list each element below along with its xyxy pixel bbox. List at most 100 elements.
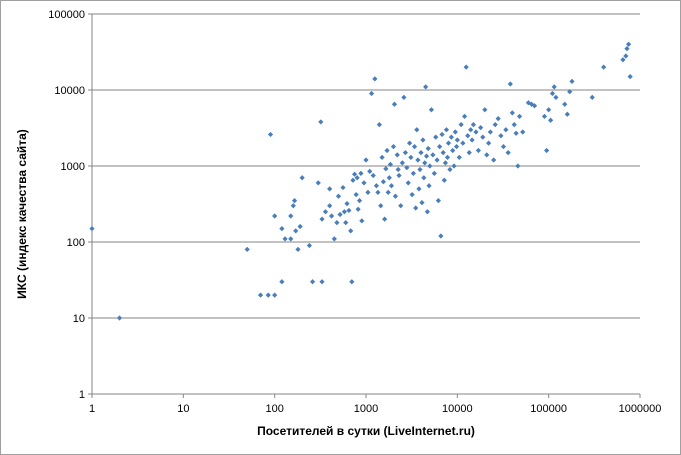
x-tick-label: 100000 bbox=[530, 403, 567, 415]
data-point bbox=[516, 113, 523, 119]
data-point bbox=[441, 177, 447, 183]
data-point bbox=[498, 133, 504, 139]
data-point bbox=[404, 165, 410, 171]
data-point bbox=[454, 137, 460, 143]
data-point bbox=[380, 179, 386, 185]
data-point bbox=[318, 119, 324, 125]
data-point bbox=[295, 246, 301, 252]
data-point bbox=[355, 206, 361, 212]
data-point bbox=[351, 171, 358, 177]
data-point bbox=[378, 203, 384, 209]
data-point bbox=[553, 94, 559, 100]
data-point bbox=[337, 211, 343, 218]
data-point bbox=[465, 133, 471, 139]
data-point bbox=[428, 107, 434, 113]
data-point bbox=[417, 166, 423, 173]
data-point bbox=[353, 192, 359, 198]
data-point bbox=[405, 180, 411, 186]
data-point bbox=[569, 78, 575, 84]
data-point bbox=[451, 163, 457, 169]
data-point bbox=[624, 46, 630, 52]
data-point bbox=[509, 110, 515, 116]
data-point bbox=[319, 279, 325, 285]
data-point bbox=[327, 203, 333, 209]
data-point bbox=[279, 226, 285, 232]
data-point bbox=[414, 127, 420, 133]
data-point bbox=[379, 154, 385, 160]
data-point bbox=[350, 177, 356, 183]
data-point bbox=[385, 189, 391, 195]
data-point bbox=[361, 180, 367, 186]
data-point bbox=[473, 129, 479, 135]
data-point bbox=[395, 166, 401, 173]
data-point bbox=[453, 143, 460, 150]
data-point bbox=[383, 166, 389, 172]
data-point bbox=[309, 279, 316, 285]
data-point bbox=[402, 150, 408, 156]
data-point bbox=[340, 184, 346, 191]
data-point bbox=[416, 186, 422, 192]
data-point bbox=[390, 143, 397, 150]
data-point bbox=[531, 103, 538, 109]
data-point bbox=[435, 198, 441, 204]
data-point bbox=[265, 292, 271, 298]
data-point bbox=[386, 175, 392, 181]
data-point bbox=[327, 186, 333, 192]
data-point bbox=[460, 140, 466, 146]
data-point bbox=[452, 129, 458, 135]
y-tick-labels: 1 10 100 1000 10000 100000 bbox=[48, 9, 85, 401]
data-point bbox=[445, 140, 452, 146]
data-point bbox=[293, 228, 299, 234]
data-point bbox=[444, 154, 451, 160]
data-point bbox=[384, 147, 390, 154]
data-point bbox=[438, 233, 444, 239]
data-point bbox=[363, 157, 369, 163]
data-point bbox=[431, 170, 437, 176]
data-point bbox=[625, 41, 632, 47]
data-point bbox=[354, 175, 360, 181]
x-tick-label: 1000 bbox=[354, 403, 378, 415]
data-point bbox=[513, 130, 519, 136]
data-point bbox=[398, 203, 404, 209]
x-tick-label: 10000 bbox=[442, 403, 473, 415]
data-point bbox=[297, 223, 303, 230]
data-point bbox=[415, 157, 421, 163]
data-point bbox=[348, 228, 354, 234]
data-point bbox=[373, 183, 380, 189]
data-point bbox=[469, 137, 475, 143]
data-point bbox=[447, 166, 453, 173]
data-point bbox=[413, 205, 419, 211]
data-point bbox=[601, 64, 607, 70]
data-point bbox=[549, 90, 556, 97]
data-point bbox=[442, 160, 448, 166]
data-point bbox=[370, 172, 376, 179]
data-point bbox=[411, 143, 418, 150]
data-point bbox=[448, 134, 454, 140]
y-tick-label: 1000 bbox=[61, 161, 85, 173]
data-point bbox=[291, 198, 298, 204]
data-point bbox=[328, 213, 335, 219]
data-point bbox=[423, 84, 429, 90]
data-point bbox=[288, 236, 294, 242]
data-point bbox=[344, 201, 350, 207]
data-point bbox=[511, 122, 517, 128]
data-point bbox=[491, 157, 497, 163]
data-point bbox=[319, 216, 325, 222]
data-point bbox=[420, 137, 426, 143]
data-point bbox=[423, 153, 430, 159]
data-point bbox=[382, 216, 388, 222]
data-point bbox=[388, 183, 395, 189]
data-point bbox=[482, 107, 488, 113]
data-point bbox=[396, 172, 402, 179]
x-tick-label: 100 bbox=[265, 403, 283, 415]
data-point bbox=[89, 226, 95, 232]
data-point bbox=[425, 145, 431, 152]
data-point bbox=[315, 180, 321, 186]
data-point bbox=[440, 150, 446, 156]
data-point bbox=[306, 242, 312, 249]
data-point bbox=[401, 94, 407, 100]
y-tick-label: 10 bbox=[73, 313, 85, 325]
data-point bbox=[495, 116, 501, 122]
data-point bbox=[367, 168, 373, 174]
